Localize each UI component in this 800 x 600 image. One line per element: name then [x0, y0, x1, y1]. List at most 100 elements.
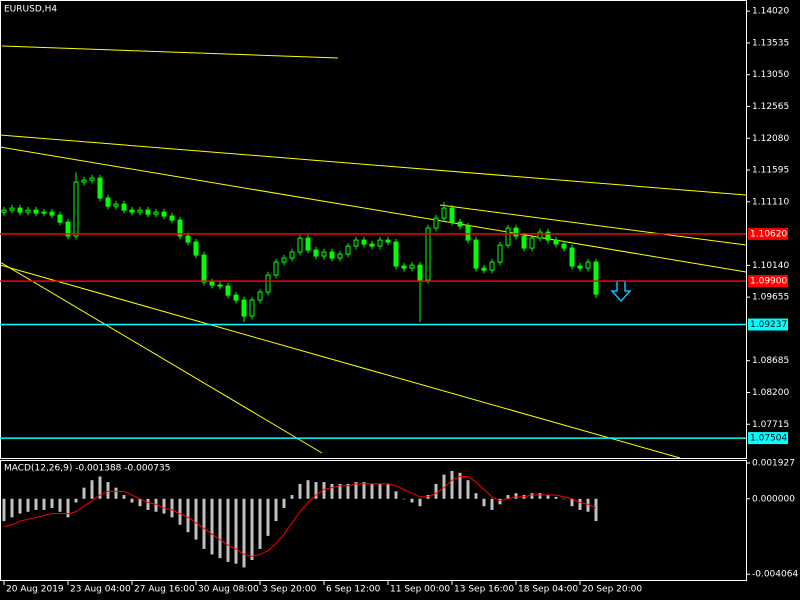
macd-bar [386, 483, 390, 499]
x-tick-label: 30 Aug 08:00 [198, 585, 259, 595]
candle-body [417, 264, 423, 281]
macd-bar [258, 498, 262, 549]
macd-bar [594, 498, 598, 522]
x-tick-label: 20 Aug 2019 [6, 585, 64, 595]
macd-bar [466, 480, 470, 499]
y-tick-label: 1.10140 [752, 261, 789, 271]
macd-bar [482, 498, 486, 507]
candle-body [385, 239, 391, 243]
y-tick-label: 1.09655 [752, 293, 789, 303]
macd-bar [290, 495, 294, 499]
macd-bar [314, 482, 318, 499]
macd-bar [10, 498, 14, 518]
y-tick-label: 0.000000 [752, 494, 795, 504]
candle-body [193, 241, 199, 256]
price-panel-frame [0, 0, 747, 459]
macd-bar [202, 498, 206, 549]
macd-bar [242, 498, 246, 568]
trendlines [0, 45, 747, 459]
candle-body [505, 227, 511, 246]
macd-bar [346, 483, 350, 499]
candle-body [521, 235, 527, 249]
signal-line [3, 475, 597, 557]
candle-body [465, 225, 471, 241]
candle-body [145, 209, 151, 215]
macd-bar [474, 493, 478, 499]
macd-bar [370, 483, 374, 499]
candle-body [65, 221, 71, 237]
level-label: 1.07504 [750, 434, 787, 444]
candle-body [377, 239, 383, 247]
y-tick-label: -0.004064 [752, 570, 798, 580]
candle-body [233, 294, 239, 301]
candle-body [225, 285, 231, 296]
level-label: 1.09900 [750, 277, 787, 287]
candle-body [401, 265, 407, 269]
macd-bar [82, 487, 86, 499]
candle-body [113, 203, 119, 207]
candle-body [353, 239, 359, 247]
candle-body [81, 179, 87, 183]
candle-body [305, 237, 311, 251]
x-tick-label: 27 Aug 16:00 [134, 585, 195, 595]
candle-body [177, 219, 183, 237]
macd-bar [378, 483, 382, 499]
macd-bar [306, 480, 310, 499]
candle-body [529, 237, 535, 249]
candle-body [1, 209, 7, 213]
macd-bar [298, 483, 302, 499]
macd-bar [490, 498, 494, 510]
frames [0, 0, 747, 581]
macd-bar [450, 470, 454, 499]
x-tick-label: 3 Sep 20:00 [262, 585, 317, 595]
candle-body [201, 254, 207, 283]
candle-body [321, 251, 327, 257]
candle-body [489, 261, 495, 271]
y-tick-label: 1.08685 [752, 356, 789, 366]
macd-bar [114, 487, 118, 499]
macd-bar [266, 498, 270, 536]
x-tick-label: 18 Sep 04:00 [518, 585, 578, 595]
macd-bar [218, 498, 222, 559]
candle-body [209, 281, 215, 286]
macd-bar [362, 482, 366, 499]
macd-bar [210, 498, 214, 555]
candle-body [585, 261, 591, 269]
x-tick-label: 11 Sep 00:00 [390, 585, 450, 595]
candle-body [41, 211, 47, 214]
level-label-box [748, 275, 788, 288]
macd-bar [354, 482, 358, 499]
y-tick-label: 1.07715 [752, 420, 789, 430]
candle-body [393, 241, 399, 267]
y-tick-label: 1.12080 [752, 134, 789, 144]
macd-bar [130, 498, 134, 503]
candle-body [537, 231, 543, 239]
macd-bar [122, 495, 126, 499]
macd-bar [66, 498, 70, 518]
macd-bar [562, 498, 566, 500]
x-tick-label: 6 Sep 12:00 [326, 585, 381, 595]
macd-bar [98, 476, 102, 499]
y-tick-label: 1.11110 [752, 197, 789, 207]
candle-body [545, 231, 551, 241]
y-tick-label: 1.13535 [752, 38, 789, 48]
candle-body [497, 244, 503, 263]
macd-bar [2, 498, 6, 522]
candle-body [17, 207, 23, 213]
macd-bar [586, 498, 590, 512]
y-tick-label: 1.14020 [752, 7, 789, 17]
macd-bar [42, 498, 46, 510]
macd-bar [234, 498, 238, 564]
candle-body [313, 249, 319, 257]
macd-bar [90, 480, 94, 499]
macd-bar [410, 498, 414, 503]
macd-bar [578, 498, 582, 510]
candle-body [153, 211, 159, 215]
candle-body [369, 243, 375, 247]
macd-bar [554, 496, 558, 499]
candle-body [169, 215, 175, 221]
candle-body [361, 239, 367, 245]
sell-arrow [610, 280, 632, 303]
macd-bar [570, 498, 574, 507]
candle-body [57, 214, 63, 223]
